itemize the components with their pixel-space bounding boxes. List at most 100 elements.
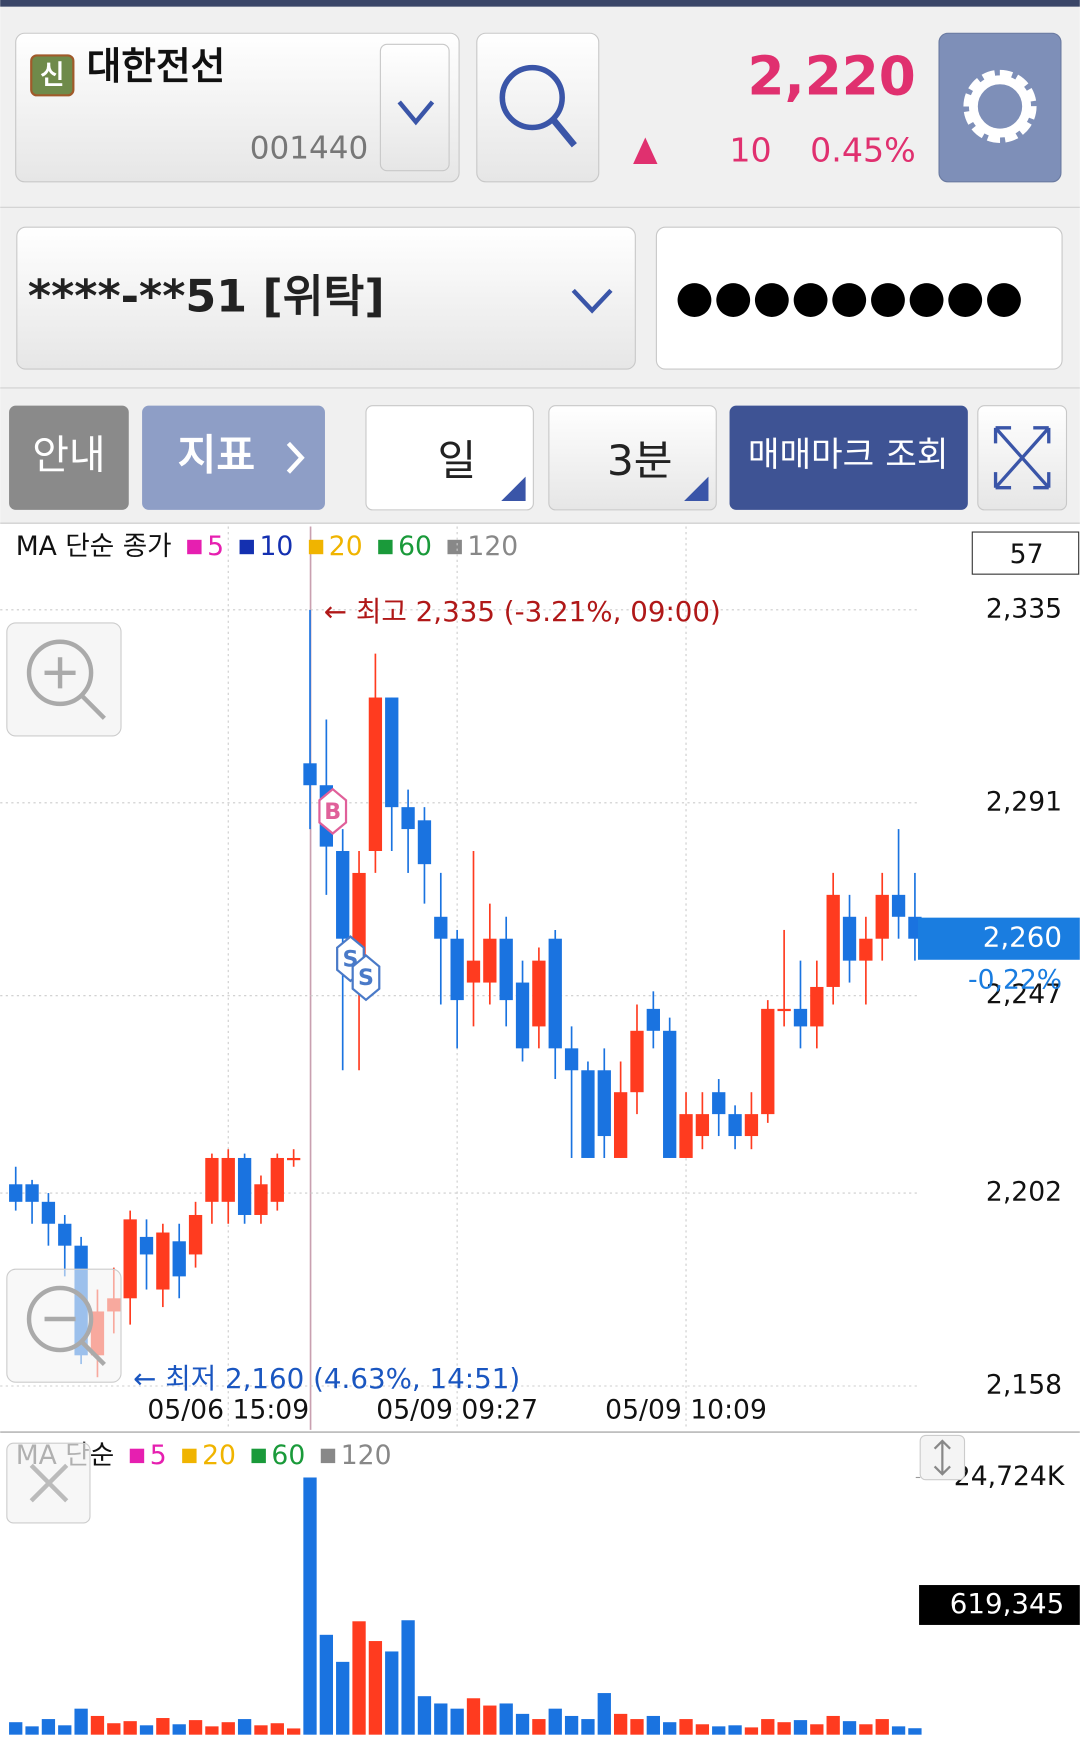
volume-bar <box>875 1719 889 1735</box>
candle-body <box>515 982 530 1049</box>
candle-body <box>663 1030 677 1158</box>
chevron <box>286 441 305 474</box>
candle-body <box>237 1157 252 1215</box>
up-arrow <box>633 137 658 165</box>
password: ●●●●●●●●● <box>675 271 1023 322</box>
volume-bar <box>630 1719 644 1735</box>
indicator-label: 지표 <box>178 430 255 479</box>
candle-body <box>172 1241 186 1277</box>
stock-name: 대한전선 <box>87 44 226 88</box>
legend-swatch <box>251 1448 266 1464</box>
volume-bar <box>352 1621 366 1735</box>
candle-body <box>630 1030 644 1093</box>
volume-bar <box>859 1724 873 1735</box>
volume-bar <box>548 1708 562 1735</box>
volume-bar <box>777 1722 791 1735</box>
volume-bar <box>466 1698 481 1735</box>
volume-bar <box>58 1725 72 1735</box>
expand-icon <box>993 426 1051 490</box>
volume-bar <box>385 1651 399 1735</box>
password-box[interactable] <box>655 226 1063 370</box>
trade-mark-label: S <box>358 965 374 991</box>
period-button[interactable] <box>365 405 534 511</box>
y-tick-label: 2,335 <box>986 593 1062 624</box>
candle-body <box>352 872 366 961</box>
count-box <box>971 531 1080 575</box>
volume-bar <box>826 1715 840 1735</box>
volume-bar <box>908 1728 922 1735</box>
info-button[interactable] <box>9 405 129 510</box>
candle-body <box>793 1008 808 1027</box>
trade-mark-badge <box>318 787 348 835</box>
badge-text: 신 <box>40 60 64 91</box>
account-number: ****-**51 [위탁] <box>28 271 385 322</box>
candle-body <box>712 1092 726 1115</box>
candle-body <box>434 916 448 939</box>
legend-item: 5 <box>207 531 224 562</box>
settings-button[interactable] <box>938 32 1062 183</box>
y-tick-label: 2,247 <box>986 979 1062 1010</box>
legend-title: MA 단순 종가 <box>16 531 172 562</box>
volume-bar <box>417 1696 432 1735</box>
search-button[interactable] <box>476 32 600 183</box>
candle-body <box>188 1214 203 1255</box>
volume-bar <box>483 1705 497 1735</box>
stock-box[interactable] <box>15 32 460 183</box>
dropdown-button[interactable] <box>379 43 450 172</box>
candle-body <box>385 697 399 808</box>
volume-bar <box>728 1725 742 1735</box>
interval-button[interactable] <box>548 405 717 511</box>
legend-swatch <box>187 539 202 555</box>
volume-bar <box>450 1708 464 1735</box>
candle-body <box>548 938 562 1049</box>
candle-body <box>564 1048 579 1071</box>
zoom-icon <box>44 657 106 720</box>
gear-icon <box>963 69 1037 143</box>
zoom-icon <box>44 1316 106 1367</box>
interval-label: 3분 <box>607 436 673 485</box>
volume-bar <box>761 1719 775 1735</box>
legend-swatch <box>182 1448 197 1464</box>
candle-body <box>270 1157 284 1202</box>
volume-bar <box>744 1727 759 1735</box>
volume-bar <box>368 1641 383 1735</box>
volume-bar <box>891 1726 906 1735</box>
candle-body <box>679 1114 693 1158</box>
search-icon <box>499 64 565 131</box>
account-box[interactable] <box>16 226 636 370</box>
volume-bar <box>156 1718 170 1735</box>
volume-bar <box>205 1726 219 1735</box>
volume-bar <box>254 1725 268 1735</box>
x-tick-label: 05/09 10:09 <box>605 1395 767 1426</box>
volume-bar <box>532 1719 546 1735</box>
volume-bar <box>221 1722 235 1735</box>
trade-mark-badge <box>351 954 381 1002</box>
candle-body <box>695 1114 710 1137</box>
volume-bar <box>270 1723 284 1735</box>
volume-bar <box>401 1620 415 1735</box>
candle-body <box>287 1157 301 1161</box>
candle-body <box>744 1114 759 1137</box>
count-label: 57 <box>1010 539 1044 570</box>
trade-mark-button[interactable] <box>729 405 968 510</box>
x-tick-label: 05/06 15:09 <box>147 1395 309 1426</box>
y-tick-label: 24,724K <box>954 1461 1065 1492</box>
candle-body <box>466 960 481 983</box>
candle-body <box>826 894 840 987</box>
legend-item: 120 <box>467 531 518 562</box>
indicator-button[interactable] <box>142 405 325 510</box>
volume-bar <box>287 1728 301 1735</box>
status-strip <box>0 0 1080 7</box>
candle-body <box>41 1201 56 1224</box>
period-label: 일 <box>437 436 476 485</box>
volume-bar <box>303 1477 317 1735</box>
candle-body <box>156 1232 170 1290</box>
candle-body <box>761 1008 775 1115</box>
candle-body <box>336 851 350 939</box>
volume-bar <box>9 1722 23 1735</box>
legend-item: 60 <box>271 1440 305 1471</box>
corner-mark <box>684 476 709 502</box>
price-change: 10 <box>729 130 771 169</box>
volume-bar <box>172 1724 186 1735</box>
candle-body <box>875 894 889 939</box>
